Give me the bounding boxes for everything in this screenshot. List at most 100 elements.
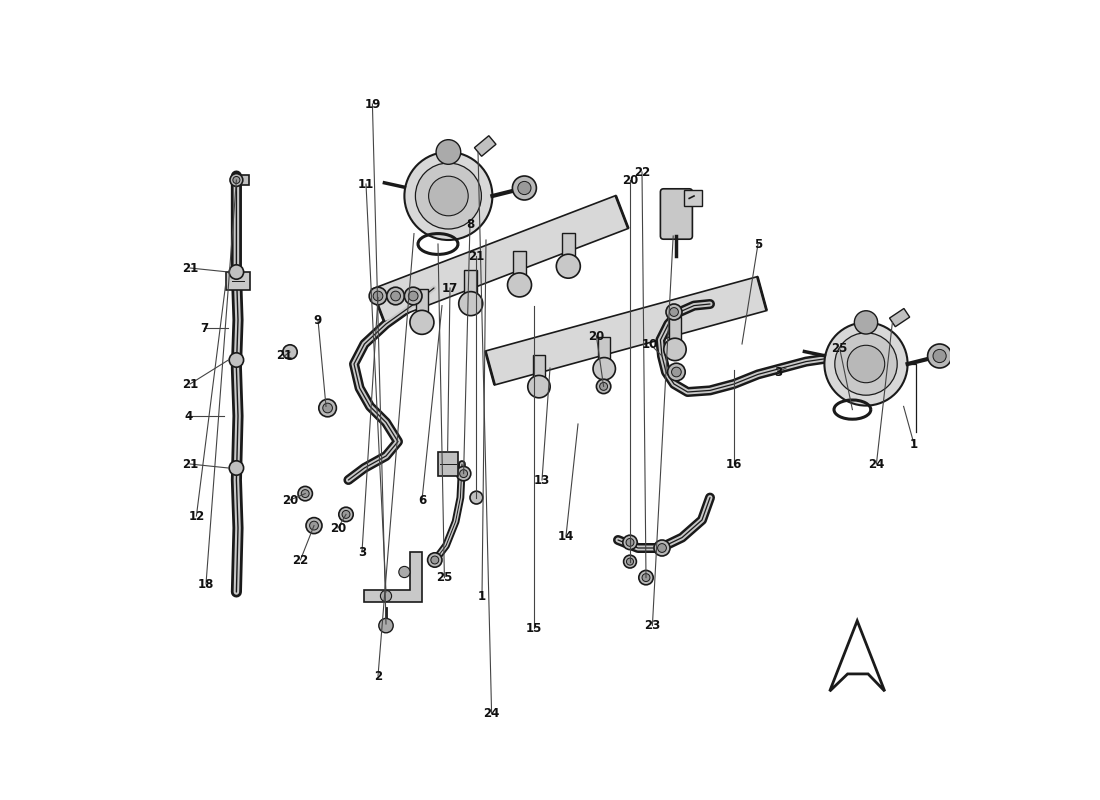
- Circle shape: [658, 544, 667, 552]
- FancyBboxPatch shape: [226, 272, 250, 290]
- Text: 21: 21: [469, 250, 484, 262]
- Polygon shape: [513, 251, 526, 285]
- Text: 22: 22: [293, 554, 308, 566]
- Text: 7: 7: [200, 322, 209, 334]
- Circle shape: [642, 574, 650, 582]
- FancyBboxPatch shape: [684, 190, 702, 206]
- Text: 14: 14: [558, 530, 574, 542]
- Text: 21: 21: [182, 262, 198, 274]
- Circle shape: [301, 490, 309, 498]
- Circle shape: [835, 333, 898, 395]
- Polygon shape: [485, 351, 495, 385]
- Circle shape: [459, 292, 483, 316]
- Circle shape: [470, 491, 483, 504]
- Circle shape: [405, 287, 422, 305]
- Text: 24: 24: [483, 707, 499, 720]
- Text: 20: 20: [282, 494, 298, 506]
- Text: 21: 21: [276, 350, 293, 362]
- Circle shape: [405, 152, 493, 240]
- Circle shape: [623, 535, 637, 550]
- Circle shape: [410, 310, 433, 334]
- Polygon shape: [464, 270, 477, 304]
- Circle shape: [342, 510, 350, 518]
- Polygon shape: [474, 136, 496, 156]
- Text: 15: 15: [526, 622, 542, 634]
- FancyBboxPatch shape: [660, 189, 692, 239]
- Text: 25: 25: [832, 342, 848, 354]
- Circle shape: [927, 344, 952, 368]
- Text: 3: 3: [774, 366, 782, 378]
- Circle shape: [431, 556, 439, 564]
- Circle shape: [557, 254, 581, 278]
- Circle shape: [627, 558, 634, 565]
- Text: 1: 1: [477, 590, 486, 602]
- Text: 8: 8: [466, 218, 474, 230]
- Polygon shape: [758, 277, 767, 310]
- Circle shape: [230, 174, 243, 186]
- Circle shape: [408, 291, 418, 301]
- Circle shape: [229, 461, 243, 475]
- Text: 1: 1: [910, 438, 918, 450]
- Circle shape: [399, 566, 410, 578]
- Text: 4: 4: [185, 410, 192, 422]
- Circle shape: [600, 382, 607, 390]
- Circle shape: [507, 273, 531, 297]
- Text: 2: 2: [374, 670, 382, 682]
- Circle shape: [624, 555, 637, 568]
- Circle shape: [378, 618, 393, 633]
- Circle shape: [339, 507, 353, 522]
- Circle shape: [381, 590, 392, 602]
- Circle shape: [593, 358, 615, 380]
- Text: 3: 3: [358, 546, 366, 558]
- FancyBboxPatch shape: [438, 452, 458, 476]
- Text: 21: 21: [182, 378, 198, 390]
- Text: 20: 20: [621, 174, 638, 186]
- Circle shape: [370, 287, 387, 305]
- Circle shape: [855, 310, 878, 334]
- Circle shape: [283, 345, 297, 359]
- Circle shape: [513, 176, 537, 200]
- Polygon shape: [364, 552, 422, 602]
- Text: 5: 5: [754, 238, 762, 250]
- Circle shape: [672, 367, 681, 377]
- Text: 18: 18: [198, 578, 214, 590]
- Polygon shape: [372, 289, 384, 322]
- Circle shape: [306, 518, 322, 534]
- Circle shape: [416, 163, 482, 229]
- Circle shape: [666, 304, 682, 320]
- Polygon shape: [829, 621, 884, 691]
- Circle shape: [373, 291, 383, 301]
- Polygon shape: [598, 337, 611, 369]
- Circle shape: [390, 291, 400, 301]
- Text: 9: 9: [314, 314, 322, 326]
- Circle shape: [298, 486, 312, 501]
- Text: 13: 13: [534, 474, 550, 486]
- Circle shape: [654, 540, 670, 556]
- Circle shape: [670, 308, 679, 316]
- Circle shape: [528, 375, 550, 398]
- Text: 22: 22: [634, 166, 650, 178]
- Circle shape: [596, 379, 611, 394]
- Polygon shape: [669, 318, 681, 350]
- Circle shape: [322, 403, 332, 413]
- Circle shape: [626, 538, 634, 546]
- Text: 10: 10: [642, 338, 658, 350]
- Text: 23: 23: [645, 619, 660, 632]
- Circle shape: [668, 363, 685, 381]
- Polygon shape: [562, 233, 574, 266]
- Text: 12: 12: [188, 510, 205, 522]
- Polygon shape: [485, 277, 767, 385]
- Circle shape: [428, 553, 442, 567]
- Polygon shape: [372, 195, 628, 322]
- Text: 20: 20: [588, 330, 605, 342]
- Circle shape: [229, 265, 243, 279]
- Circle shape: [824, 322, 907, 406]
- Text: 16: 16: [726, 458, 742, 470]
- FancyBboxPatch shape: [234, 175, 250, 185]
- Polygon shape: [890, 309, 910, 326]
- Text: 17: 17: [442, 282, 458, 294]
- Circle shape: [387, 287, 405, 305]
- Circle shape: [663, 338, 686, 361]
- Circle shape: [847, 346, 884, 382]
- Circle shape: [933, 350, 946, 362]
